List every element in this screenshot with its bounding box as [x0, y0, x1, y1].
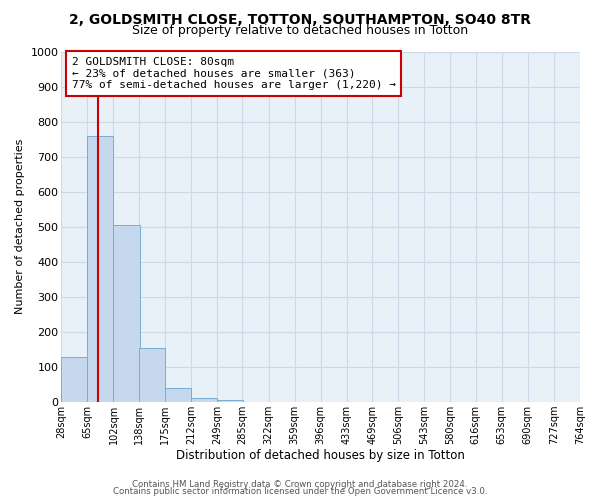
- Text: Contains public sector information licensed under the Open Government Licence v3: Contains public sector information licen…: [113, 488, 487, 496]
- Bar: [191, 398, 217, 402]
- Bar: [61, 357, 88, 402]
- Text: Contains HM Land Registry data © Crown copyright and database right 2024.: Contains HM Land Registry data © Crown c…: [132, 480, 468, 489]
- Text: 2 GOLDSMITH CLOSE: 80sqm
← 23% of detached houses are smaller (363)
77% of semi-: 2 GOLDSMITH CLOSE: 80sqm ← 23% of detach…: [72, 57, 396, 90]
- Y-axis label: Number of detached properties: Number of detached properties: [15, 139, 25, 314]
- Text: Size of property relative to detached houses in Totton: Size of property relative to detached ho…: [132, 24, 468, 37]
- Text: 2, GOLDSMITH CLOSE, TOTTON, SOUTHAMPTON, SO40 8TR: 2, GOLDSMITH CLOSE, TOTTON, SOUTHAMPTON,…: [69, 12, 531, 26]
- Bar: [165, 388, 191, 402]
- Bar: [139, 348, 165, 402]
- Bar: [217, 400, 243, 402]
- Bar: [88, 136, 113, 402]
- Bar: [113, 225, 140, 402]
- X-axis label: Distribution of detached houses by size in Totton: Distribution of detached houses by size …: [176, 450, 465, 462]
